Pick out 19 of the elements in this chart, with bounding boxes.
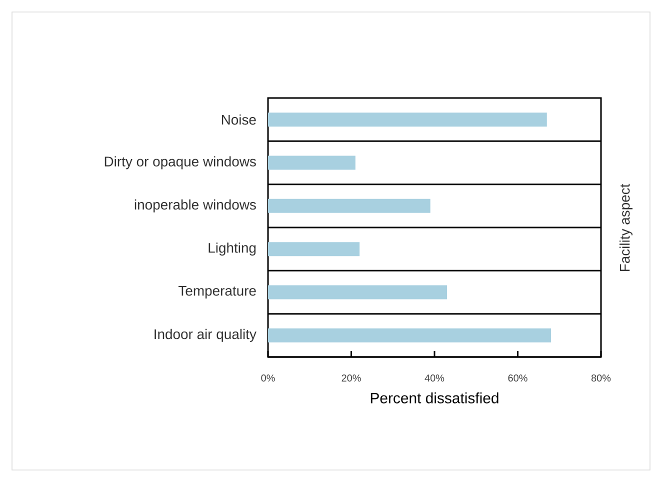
- y-tick-label: Noise: [222, 114, 256, 125]
- y-tick-label: Temperature: [178, 286, 256, 298]
- bar: [268, 285, 447, 300]
- y-tick-label: Indoor air quality: [154, 328, 256, 342]
- bar: [268, 112, 547, 127]
- x-tick-label: 60%: [508, 374, 528, 382]
- x-tick-label: 80%: [591, 374, 611, 382]
- x-tick-label: 40%: [424, 374, 444, 382]
- bar: [268, 156, 356, 170]
- x-tick-label: 0%: [261, 374, 275, 382]
- y2-axis-title: Facility aspect: [620, 184, 632, 272]
- y-tick-label: inoperable windows: [134, 199, 256, 212]
- x-tick-label: 20%: [342, 374, 361, 382]
- x-axis-title: Percent dissatisfied: [370, 392, 498, 404]
- bar: [268, 242, 360, 256]
- bar: [268, 198, 430, 213]
- y-tick-label: Dirty or opaque windows: [104, 156, 256, 170]
- y-tick-label: Lighting: [208, 242, 256, 256]
- bar: [268, 328, 552, 342]
